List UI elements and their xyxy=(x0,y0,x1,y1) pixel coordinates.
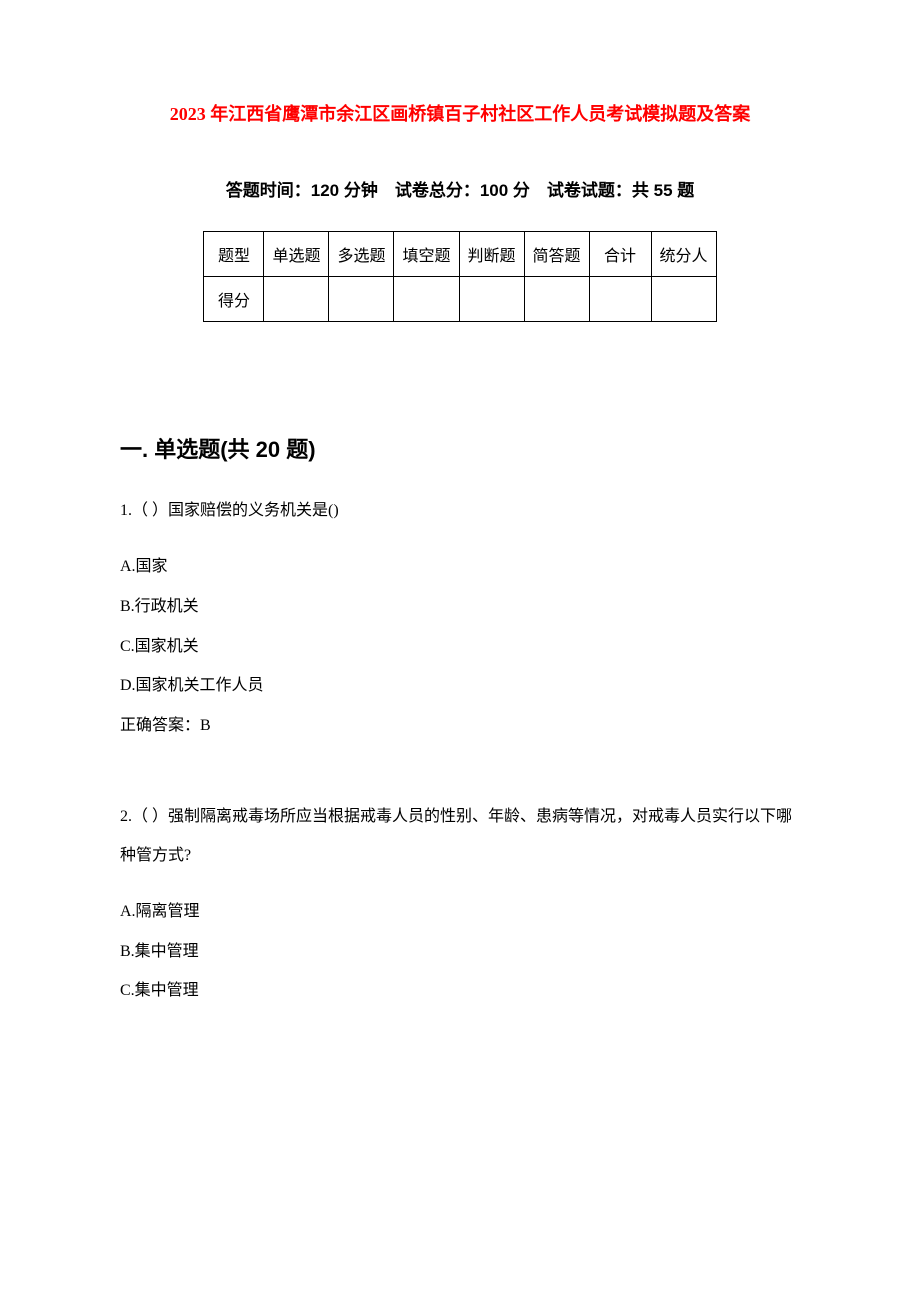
exam-title: 2023 年江西省鹰潭市余江区画桥镇百子村社区工作人员考试模拟题及答案 xyxy=(120,100,800,126)
table-cell xyxy=(394,277,459,322)
table-header-cell: 统分人 xyxy=(651,232,716,277)
question-text: 1.（ ）国家赔偿的义务机关是() xyxy=(120,492,800,530)
option: B.集中管理 xyxy=(120,939,800,965)
option: A.国家 xyxy=(120,554,800,580)
table-row: 得分 xyxy=(204,277,716,322)
score-table: 题型 单选题 多选题 填空题 判断题 简答题 合计 统分人 得分 xyxy=(203,231,716,322)
option: C.国家机关 xyxy=(120,634,800,660)
table-header-cell: 填空题 xyxy=(394,232,459,277)
option: A.隔离管理 xyxy=(120,899,800,925)
table-header-cell: 多选题 xyxy=(329,232,394,277)
table-cell xyxy=(651,277,716,322)
table-cell xyxy=(589,277,651,322)
table-header-cell: 单选题 xyxy=(264,232,329,277)
table-cell xyxy=(524,277,589,322)
option: D.国家机关工作人员 xyxy=(120,673,800,699)
answer-text: 正确答案：B xyxy=(120,713,800,739)
exam-info: 答题时间：120 分钟 试卷总分：100 分 试卷试题：共 55 题 xyxy=(120,176,800,201)
question-block: 2.（ ）强制隔离戒毒场所应当根据戒毒人员的性别、年龄、患病等情况，对戒毒人员实… xyxy=(120,798,800,1004)
question-text: 2.（ ）强制隔离戒毒场所应当根据戒毒人员的性别、年龄、患病等情况，对戒毒人员实… xyxy=(120,798,800,875)
section-heading: 一. 单选题(共 20 题) xyxy=(120,432,800,464)
table-header-cell: 简答题 xyxy=(524,232,589,277)
option: C.集中管理 xyxy=(120,978,800,1004)
table-cell: 得分 xyxy=(204,277,264,322)
table-cell xyxy=(264,277,329,322)
table-header-cell: 合计 xyxy=(589,232,651,277)
question-block: 1.（ ）国家赔偿的义务机关是() A.国家 B.行政机关 C.国家机关 D.国… xyxy=(120,492,800,738)
table-header-cell: 题型 xyxy=(204,232,264,277)
table-row: 题型 单选题 多选题 填空题 判断题 简答题 合计 统分人 xyxy=(204,232,716,277)
option: B.行政机关 xyxy=(120,594,800,620)
table-cell xyxy=(329,277,394,322)
table-cell xyxy=(459,277,524,322)
table-header-cell: 判断题 xyxy=(459,232,524,277)
